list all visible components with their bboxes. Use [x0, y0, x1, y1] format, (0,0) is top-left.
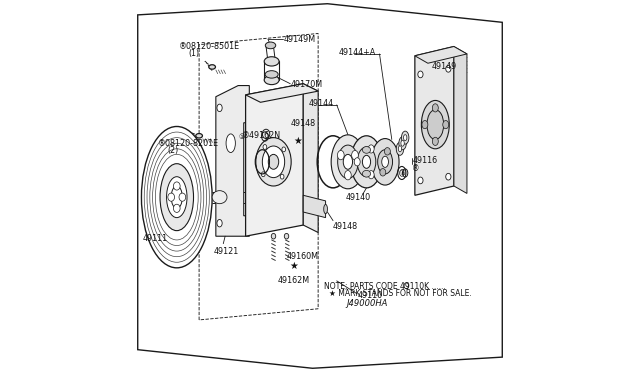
- Ellipse shape: [354, 158, 360, 166]
- Text: NOTE; PARTS CODE 49110K ......: NOTE; PARTS CODE 49110K ......: [324, 282, 445, 291]
- Ellipse shape: [262, 146, 285, 178]
- Ellipse shape: [399, 137, 406, 150]
- Polygon shape: [303, 84, 318, 232]
- Ellipse shape: [338, 145, 358, 179]
- Polygon shape: [454, 46, 467, 193]
- Ellipse shape: [217, 219, 222, 227]
- Text: 49144: 49144: [309, 99, 334, 108]
- Ellipse shape: [401, 140, 404, 146]
- Text: ★: ★: [289, 261, 298, 271]
- Text: 49149M: 49149M: [284, 35, 316, 44]
- Ellipse shape: [403, 135, 407, 141]
- Ellipse shape: [263, 145, 267, 150]
- Ellipse shape: [362, 147, 371, 153]
- Text: 49148: 49148: [333, 222, 358, 231]
- Ellipse shape: [433, 104, 438, 112]
- Ellipse shape: [265, 71, 278, 78]
- Ellipse shape: [421, 100, 449, 149]
- Ellipse shape: [380, 169, 386, 176]
- Ellipse shape: [344, 171, 351, 180]
- Text: ®08120-8201E: ®08120-8201E: [158, 139, 220, 148]
- Ellipse shape: [381, 156, 388, 167]
- Ellipse shape: [266, 42, 276, 49]
- Ellipse shape: [362, 155, 371, 168]
- Text: 49144+A: 49144+A: [339, 48, 376, 57]
- Ellipse shape: [166, 177, 187, 218]
- Text: 49162M: 49162M: [277, 276, 309, 285]
- Ellipse shape: [141, 126, 212, 268]
- Text: 49111: 49111: [142, 234, 167, 243]
- Ellipse shape: [445, 173, 451, 180]
- Ellipse shape: [324, 205, 328, 214]
- Text: 49140: 49140: [346, 193, 371, 202]
- Ellipse shape: [371, 139, 399, 185]
- Ellipse shape: [351, 136, 382, 188]
- Text: ®49162N: ®49162N: [242, 131, 281, 140]
- Ellipse shape: [378, 150, 392, 174]
- Ellipse shape: [271, 234, 276, 239]
- Text: (2): (2): [168, 146, 179, 155]
- Text: 49149: 49149: [431, 62, 457, 71]
- Ellipse shape: [357, 147, 376, 177]
- Ellipse shape: [445, 65, 451, 72]
- Ellipse shape: [264, 57, 279, 66]
- Text: 49121: 49121: [214, 247, 239, 256]
- Ellipse shape: [443, 121, 449, 129]
- Ellipse shape: [433, 137, 438, 145]
- Ellipse shape: [427, 110, 444, 140]
- Text: ®08120-8501E: ®08120-8501E: [179, 42, 240, 51]
- Polygon shape: [138, 4, 502, 368]
- Ellipse shape: [351, 151, 358, 160]
- Ellipse shape: [282, 147, 285, 152]
- Ellipse shape: [401, 131, 409, 144]
- Text: ①: ①: [238, 134, 244, 140]
- Ellipse shape: [422, 121, 428, 129]
- Ellipse shape: [256, 138, 291, 186]
- Ellipse shape: [196, 134, 202, 138]
- Polygon shape: [303, 195, 326, 218]
- Text: 49116: 49116: [412, 156, 437, 165]
- Ellipse shape: [398, 146, 402, 152]
- Ellipse shape: [212, 191, 227, 204]
- Ellipse shape: [172, 186, 182, 208]
- Ellipse shape: [368, 171, 374, 179]
- Ellipse shape: [343, 154, 353, 169]
- Text: ★: ★: [293, 137, 302, 146]
- Polygon shape: [216, 86, 250, 236]
- Ellipse shape: [179, 193, 186, 201]
- Polygon shape: [415, 46, 467, 63]
- Ellipse shape: [264, 75, 279, 84]
- Ellipse shape: [368, 145, 374, 153]
- Ellipse shape: [418, 177, 423, 184]
- Ellipse shape: [280, 174, 284, 179]
- Ellipse shape: [261, 172, 265, 177]
- Ellipse shape: [168, 193, 175, 201]
- Ellipse shape: [217, 104, 222, 112]
- Ellipse shape: [160, 164, 193, 231]
- Text: ★ MARK STANDS FOR NOT FOR SALE.: ★ MARK STANDS FOR NOT FOR SALE.: [330, 289, 472, 298]
- Ellipse shape: [337, 151, 344, 160]
- Text: 49170M: 49170M: [291, 80, 323, 89]
- Ellipse shape: [284, 234, 289, 239]
- Ellipse shape: [385, 148, 390, 155]
- Text: 49110: 49110: [357, 291, 382, 300]
- Ellipse shape: [268, 154, 278, 169]
- Ellipse shape: [173, 204, 180, 212]
- Ellipse shape: [362, 170, 371, 177]
- Ellipse shape: [396, 142, 404, 155]
- Text: ⑥: ⑥: [399, 170, 406, 176]
- Text: 49148: 49148: [291, 119, 316, 128]
- Text: 49160M: 49160M: [287, 252, 319, 261]
- Text: ®: ®: [412, 164, 420, 173]
- Ellipse shape: [173, 182, 180, 190]
- Ellipse shape: [226, 134, 236, 153]
- Ellipse shape: [418, 71, 423, 78]
- Polygon shape: [246, 84, 318, 102]
- Text: J49000HA: J49000HA: [346, 299, 387, 308]
- Polygon shape: [415, 46, 454, 195]
- Ellipse shape: [209, 65, 216, 69]
- Polygon shape: [246, 84, 303, 236]
- Ellipse shape: [331, 135, 365, 189]
- Text: (1): (1): [188, 49, 199, 58]
